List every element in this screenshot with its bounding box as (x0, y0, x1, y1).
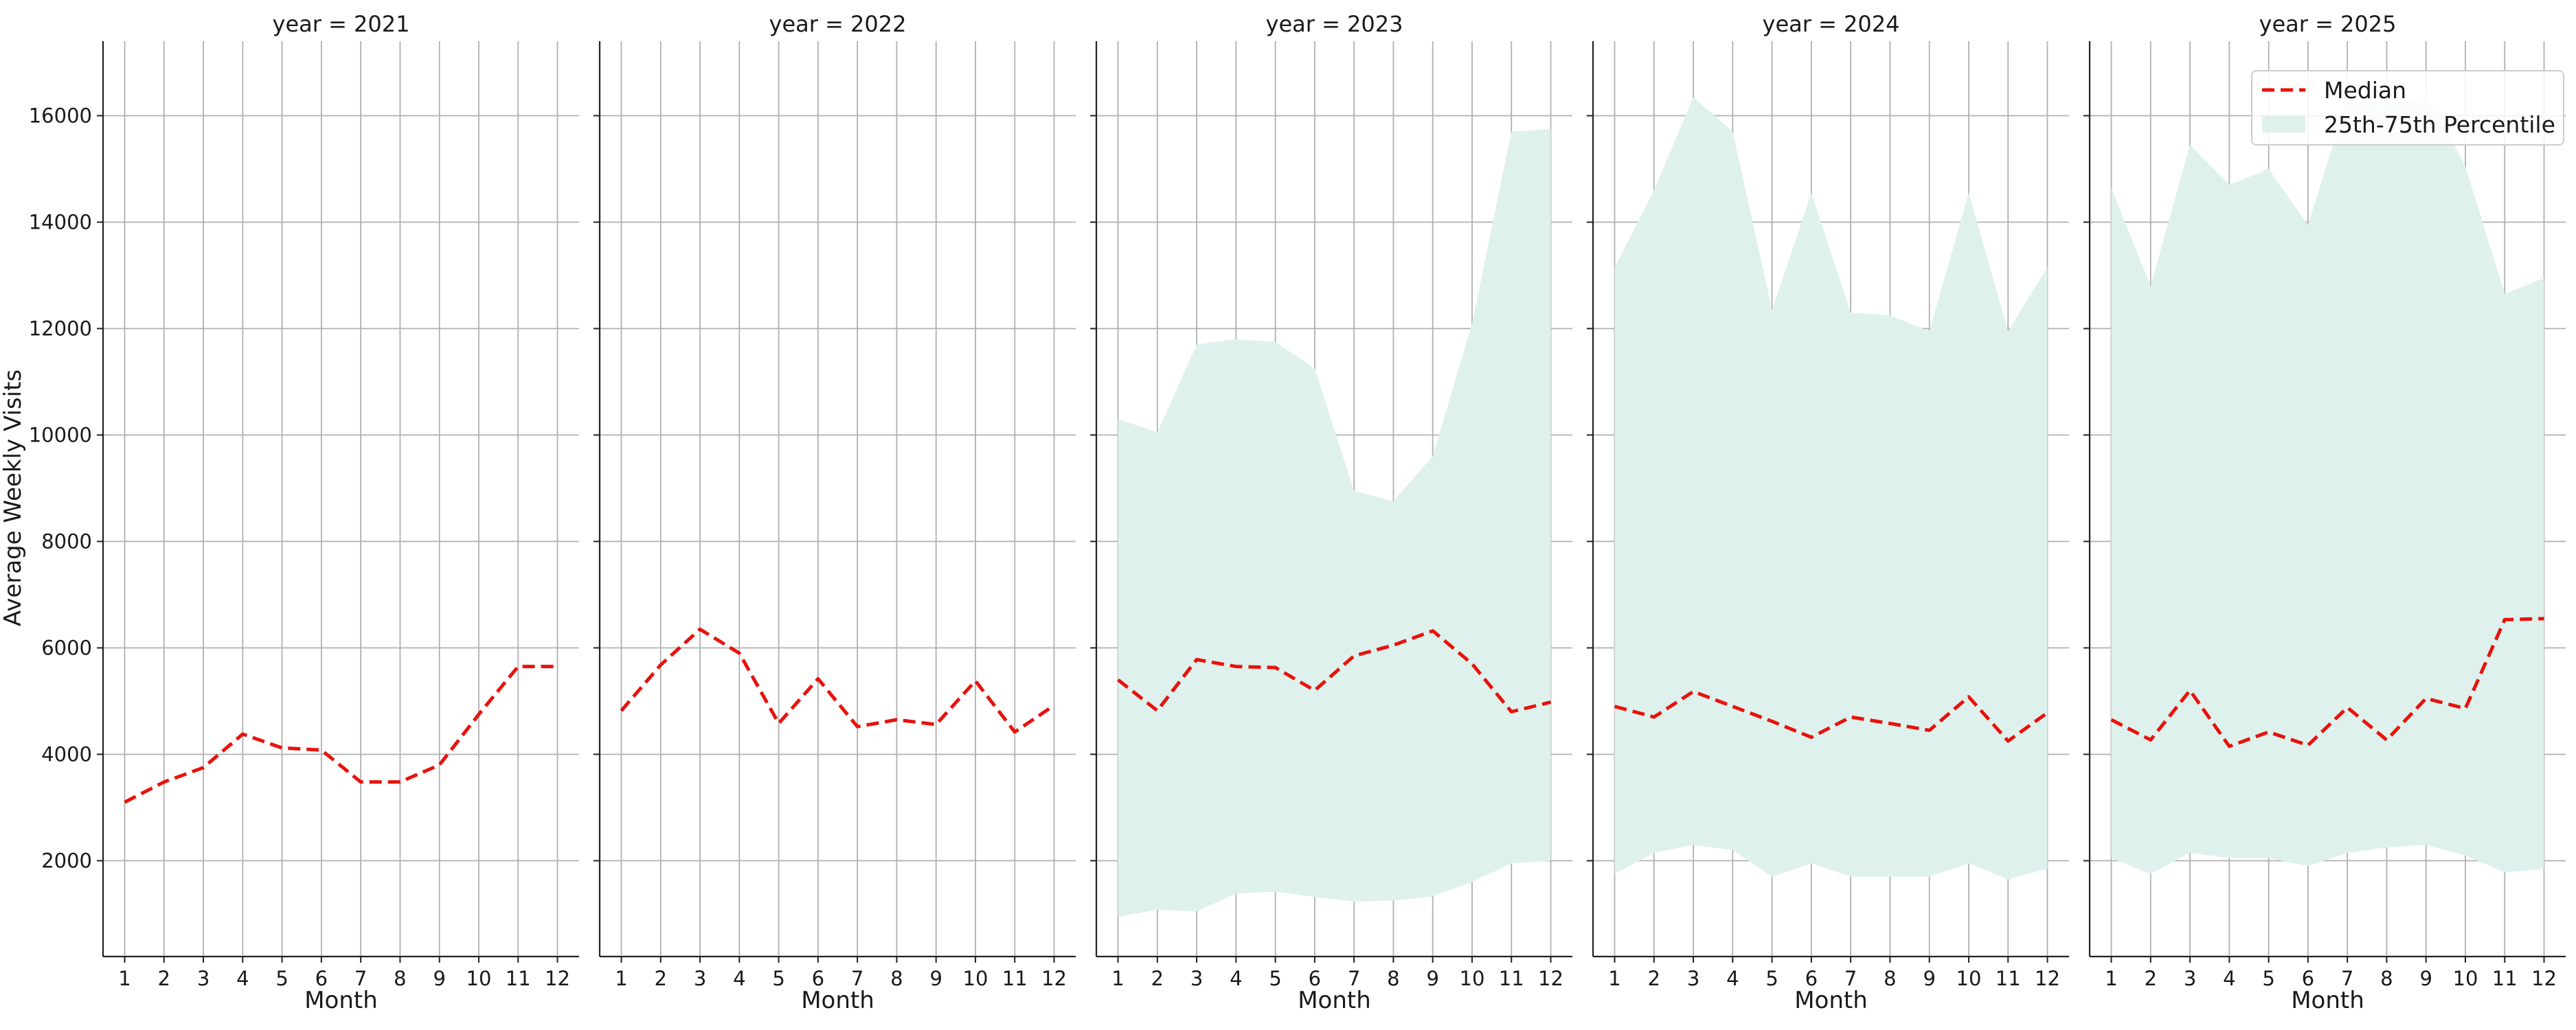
y-tick-label: 12000 (29, 317, 92, 341)
x-tick-label: 8 (2380, 967, 2393, 990)
x-tick-label: 4 (1726, 967, 1739, 990)
x-tick-label: 12 (545, 967, 570, 990)
x-tick-label: 1 (2105, 967, 2117, 990)
x-tick-label: 3 (2184, 967, 2196, 990)
x-tick-label: 6 (812, 967, 824, 990)
x-tick-label: 10 (963, 967, 988, 990)
legend-median-label: Median (2324, 77, 2406, 104)
y-tick-label: 2000 (41, 849, 92, 873)
x-tick-label: 11 (2492, 967, 2518, 990)
x-tick-label: 8 (1387, 967, 1399, 990)
x-tick-label: 9 (1923, 967, 1935, 990)
legend-box (2251, 70, 2564, 146)
y-tick-label: 16000 (29, 104, 92, 128)
x-tick-label: 9 (1426, 967, 1438, 990)
x-tick-label: 10 (2453, 967, 2478, 990)
x-tick-label: 11 (506, 967, 531, 990)
x-tick-label: 11 (1996, 967, 2021, 990)
x-tick-label: 7 (354, 967, 367, 990)
legend: Median 25th-75th Percentile (2251, 70, 2564, 146)
percentile-band (1614, 97, 2048, 880)
legend-band-label: 25th-75th Percentile (2324, 111, 2555, 138)
x-tick-label: 6 (315, 967, 328, 990)
x-tick-label: 4 (733, 967, 745, 990)
panel-1: 1 2 3 4 5 6 7 8 9 10 11 122000400060008000100001200… (29, 11, 579, 1014)
y-axis-label: Average Weekly Visits (0, 369, 27, 626)
x-tick-label: 3 (197, 967, 210, 990)
y-tick-label: 6000 (41, 637, 92, 660)
x-axis-label: Month (801, 987, 874, 1014)
y-tick-label: 8000 (41, 530, 92, 553)
x-tick-label: 12 (1041, 967, 1067, 990)
x-tick-label: 7 (851, 967, 863, 990)
percentile-band (2111, 94, 2544, 874)
x-tick-label: 8 (394, 967, 406, 990)
panel-title: year = 2023 (1266, 11, 1403, 37)
panel-title: year = 2022 (769, 11, 907, 37)
x-tick-label: 8 (890, 967, 903, 990)
x-tick-label: 12 (2531, 967, 2557, 990)
x-tick-label: 4 (2223, 967, 2235, 990)
x-axis-label: Month (1794, 987, 1868, 1014)
x-tick-label: 5 (1765, 967, 1778, 990)
y-tick-label: 10000 (29, 424, 92, 447)
x-tick-label: 8 (1884, 967, 1896, 990)
x-tick-label: 1 (1608, 967, 1620, 990)
median-line (124, 665, 558, 804)
x-tick-label: 10 (1956, 967, 1982, 990)
x-tick-label: 5 (1269, 967, 1281, 990)
x-tick-label: 6 (1805, 967, 1818, 990)
x-tick-label: 9 (2419, 967, 2432, 990)
x-tick-label: 2 (2145, 967, 2157, 990)
x-tick-label: 1 (1111, 967, 1124, 990)
x-tick-label: 6 (1309, 967, 1321, 990)
x-tick-label: 1 (118, 967, 131, 990)
chart-panels: 1 2 3 4 5 6 7 8 9 10 11 122000400060008000100001200… (29, 11, 2566, 1014)
median-line (1116, 629, 1552, 713)
x-tick-label: 7 (1844, 967, 1857, 990)
x-axis-label: Month (1298, 987, 1371, 1014)
x-tick-label: 11 (1499, 967, 1524, 990)
x-tick-label: 3 (1190, 967, 1203, 990)
x-tick-label: 2 (1648, 967, 1660, 990)
x-tick-label: 3 (694, 967, 706, 990)
median-line (620, 627, 1055, 734)
x-tick-label: 10 (1460, 967, 1485, 990)
x-tick-label: 2 (158, 967, 170, 990)
panel-title: year = 2021 (273, 11, 410, 37)
x-tick-label: 1 (615, 967, 627, 990)
x-tick-label: 2 (655, 967, 667, 990)
x-tick-label: 4 (236, 967, 249, 990)
percentile-band (1118, 128, 1551, 917)
panel-title: year = 2024 (1763, 11, 1900, 37)
x-tick-label: 5 (275, 967, 288, 990)
x-tick-label: 12 (1538, 967, 1563, 990)
x-tick-label: 2 (1151, 967, 1164, 990)
x-tick-label: 12 (2035, 967, 2060, 990)
median-line (1614, 689, 2048, 743)
x-tick-label: 3 (1687, 967, 1699, 990)
x-tick-label: 9 (929, 967, 942, 990)
panel-title: year = 2025 (2259, 11, 2397, 37)
x-axis-label: Month (2291, 987, 2364, 1014)
x-tick-label: 4 (1230, 967, 1242, 990)
x-tick-label: 7 (1348, 967, 1360, 990)
y-tick-label: 14000 (29, 211, 92, 234)
x-tick-label: 11 (1002, 967, 1028, 990)
x-tick-label: 5 (772, 967, 784, 990)
x-tick-label: 7 (2341, 967, 2353, 990)
x-tick-label: 9 (433, 967, 445, 990)
x-tick-label: 6 (2302, 967, 2314, 990)
legend-band-swatch (2262, 116, 2305, 133)
y-tick-label: 4000 (41, 743, 92, 766)
x-axis-label: Month (304, 987, 378, 1014)
x-tick-label: 5 (2262, 967, 2274, 990)
median-line (2110, 617, 2544, 748)
x-tick-label: 10 (466, 967, 492, 990)
